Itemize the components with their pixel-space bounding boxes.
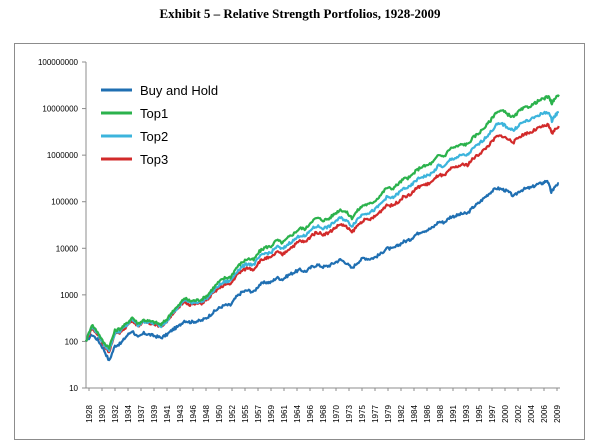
series-layer bbox=[84, 94, 560, 362]
y-tick-label: 10000000 bbox=[42, 105, 78, 114]
x-tick-label: 1975 bbox=[358, 405, 367, 423]
x-tick-label: 1937 bbox=[137, 405, 146, 423]
y-tick-label: 100000000 bbox=[38, 58, 79, 67]
x-tick-label: 1952 bbox=[228, 405, 237, 423]
x-tick-label: 1977 bbox=[371, 405, 380, 423]
legend-label: Buy and Hold bbox=[140, 83, 218, 98]
x-tick-label: 1991 bbox=[449, 405, 458, 423]
y-tick-label: 100 bbox=[65, 337, 79, 346]
x-tick-label: 1939 bbox=[150, 405, 159, 423]
y-tick-label: 1000000 bbox=[47, 151, 79, 160]
y-axis: 10 100 1000 10000 100000 1000000 10000000 10000… bbox=[38, 58, 87, 393]
x-tick-label: 2000 bbox=[501, 405, 510, 423]
x-tick-label: 1955 bbox=[241, 405, 250, 423]
x-tick-label: 1964 bbox=[293, 405, 302, 423]
x-tick-label: 2009 bbox=[553, 405, 562, 423]
x-tick-label: 1973 bbox=[345, 405, 354, 423]
x-tick-label: 1982 bbox=[397, 405, 406, 423]
x-tick-label: 1946 bbox=[189, 405, 198, 423]
x-tick-label: 1932 bbox=[111, 405, 120, 423]
legend-label: Top2 bbox=[140, 129, 168, 144]
x-tick-label: 2004 bbox=[527, 405, 536, 423]
y-tick-label: 100000 bbox=[51, 198, 78, 207]
x-tick-label: 1968 bbox=[319, 405, 328, 423]
x-tick-label: 1957 bbox=[254, 405, 263, 423]
x-tick-label: 2002 bbox=[514, 405, 523, 423]
series-line-buy-and-hold bbox=[84, 179, 560, 362]
x-tick-label: 1934 bbox=[124, 405, 133, 423]
legend: Buy and Hold Top1 Top2 Top3 bbox=[101, 83, 218, 167]
page-title: Exhibit 5 – Relative Strength Portfolios… bbox=[159, 6, 441, 21]
x-tick-label: 1993 bbox=[462, 405, 471, 423]
x-tick-label: 1950 bbox=[215, 405, 224, 423]
series-line-top1 bbox=[85, 94, 560, 350]
x-tick-label: 1970 bbox=[332, 405, 341, 423]
x-tick-label: 1986 bbox=[423, 405, 432, 423]
x-tick-label: 1995 bbox=[475, 405, 484, 423]
x-tick-label: 1948 bbox=[202, 405, 211, 423]
y-tick-label: 1000 bbox=[60, 291, 78, 300]
x-tick-label: 1959 bbox=[267, 405, 276, 423]
x-tick-label: 1966 bbox=[306, 405, 315, 423]
y-tick-label: 10 bbox=[69, 384, 78, 393]
x-tick-label: 1979 bbox=[384, 405, 393, 423]
x-tick-label: 1984 bbox=[410, 405, 419, 423]
x-tick-label: 1928 bbox=[85, 405, 94, 423]
x-tick-label: 1997 bbox=[488, 405, 497, 423]
y-tick-label: 10000 bbox=[56, 244, 79, 253]
x-tick-label: 1988 bbox=[436, 405, 445, 423]
legend-label: Top3 bbox=[140, 152, 168, 167]
x-tick-label: 2006 bbox=[540, 405, 549, 423]
legend-label: Top1 bbox=[140, 106, 168, 121]
x-tick-label: 1961 bbox=[280, 405, 289, 423]
x-tick-label: 1943 bbox=[176, 405, 185, 423]
x-axis: 1928 1930 1932 1934 1937 1939 1941 1943 1946 1948… bbox=[85, 387, 562, 423]
series-line-top2 bbox=[85, 110, 560, 353]
x-tick-label: 1930 bbox=[98, 405, 107, 423]
x-tick-label: 1941 bbox=[163, 405, 172, 423]
